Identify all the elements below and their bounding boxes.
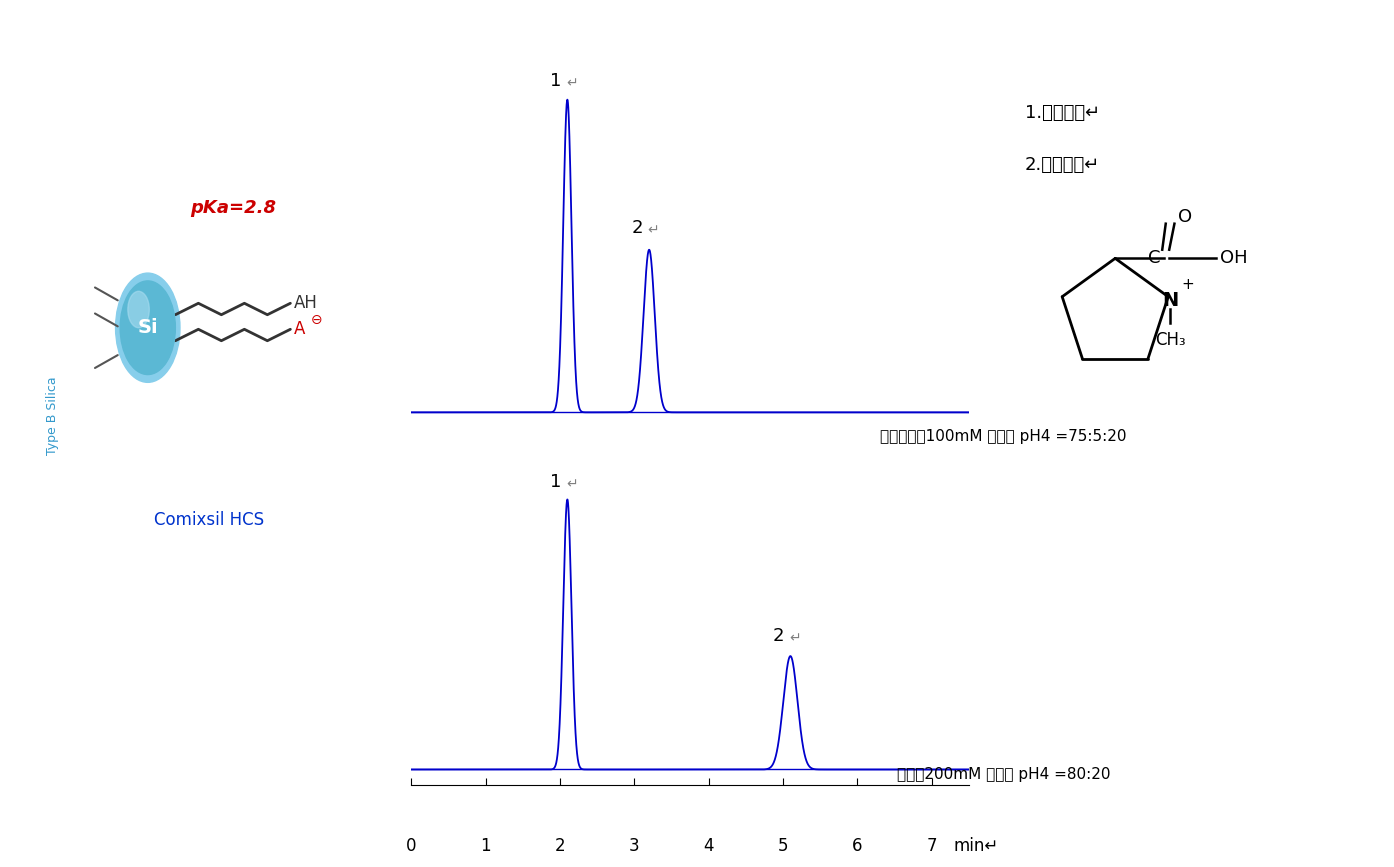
Text: 1: 1: [551, 473, 562, 492]
Circle shape: [120, 281, 176, 375]
Text: 2.　水苏塹↵: 2. 水苏塹↵: [1025, 156, 1100, 174]
Text: pKa=2.8: pKa=2.8: [191, 199, 276, 217]
Text: CH₃: CH₃: [1154, 331, 1185, 349]
Text: 乙腹：200mM 乙酸鍘 pH4 =80:20: 乙腹：200mM 乙酸鍘 pH4 =80:20: [896, 767, 1111, 782]
Text: 3: 3: [629, 837, 640, 855]
Text: ⊖: ⊖: [311, 313, 322, 327]
Text: 7: 7: [927, 837, 937, 855]
Text: 2: 2: [555, 837, 565, 855]
Text: Si: Si: [138, 318, 158, 337]
Text: A: A: [294, 320, 305, 338]
Text: ↵: ↵: [789, 631, 800, 645]
Text: 0: 0: [406, 837, 417, 855]
Text: 1: 1: [481, 837, 491, 855]
Circle shape: [128, 291, 149, 328]
Text: 1: 1: [551, 72, 562, 90]
Text: Comixsil HCS: Comixsil HCS: [155, 512, 263, 529]
Text: Type B Silica: Type B Silica: [46, 377, 60, 455]
Text: 5: 5: [778, 837, 788, 855]
Text: 4: 4: [704, 837, 714, 855]
Text: 乙腹：水：100mM 乙酸鍘 pH4 =75:5:20: 乙腹：水：100mM 乙酸鍘 pH4 =75:5:20: [881, 429, 1126, 444]
Text: C: C: [1149, 250, 1161, 267]
Text: +: +: [1181, 277, 1193, 292]
Text: ↵: ↵: [648, 223, 659, 238]
Text: O: O: [1178, 208, 1192, 225]
Text: ↵: ↵: [566, 478, 577, 492]
Text: 2: 2: [631, 219, 643, 238]
Text: 1.　氯離子↵: 1. 氯離子↵: [1025, 104, 1100, 122]
Text: AH: AH: [294, 294, 318, 312]
Circle shape: [116, 273, 180, 382]
Text: min↵: min↵: [953, 837, 999, 855]
Text: ↵: ↵: [566, 76, 577, 90]
Text: 2: 2: [772, 628, 785, 645]
Text: 6: 6: [852, 837, 863, 855]
Text: OH: OH: [1220, 250, 1248, 267]
Text: N: N: [1161, 290, 1178, 310]
